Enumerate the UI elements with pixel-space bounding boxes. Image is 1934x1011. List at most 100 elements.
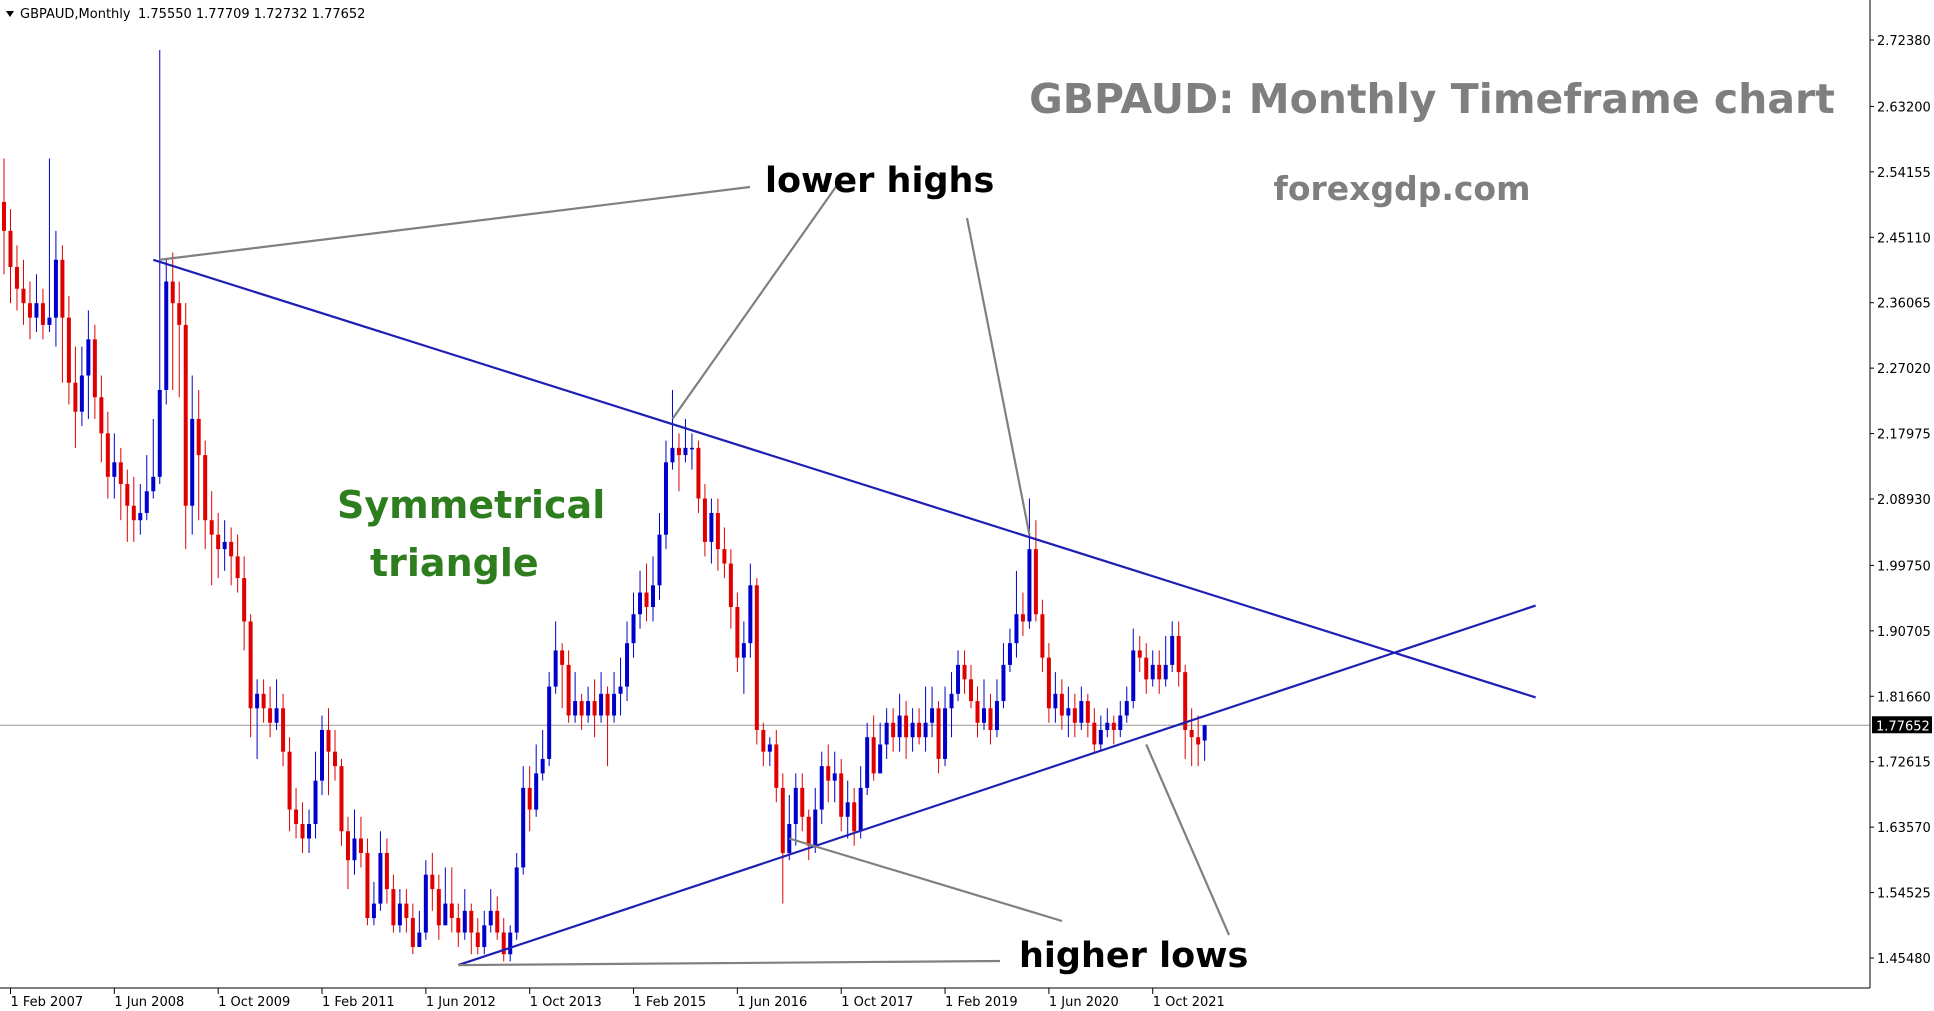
candle <box>105 411 110 499</box>
candle <box>118 447 123 521</box>
candle-body <box>573 701 578 716</box>
x-tick-label: 1 Oct 2017 <box>841 995 913 1010</box>
candle-body <box>449 903 454 919</box>
candle-body <box>715 512 720 550</box>
candle <box>2 158 6 275</box>
candle <box>1118 701 1123 738</box>
candle <box>813 787 818 853</box>
collapse-triangle-icon[interactable] <box>6 11 14 17</box>
candle-body <box>60 259 65 318</box>
candle-body <box>826 766 831 781</box>
x-tick-label: 1 Jun 2020 <box>1049 995 1119 1010</box>
candle-body <box>1124 701 1129 716</box>
candle <box>657 512 662 600</box>
candle-body <box>410 918 415 948</box>
candle <box>1085 693 1090 738</box>
candle <box>274 679 279 730</box>
candle-body <box>1014 614 1019 644</box>
candle-body <box>404 903 409 919</box>
candle-body <box>482 925 487 948</box>
candle-body <box>819 766 824 810</box>
candle <box>86 310 91 419</box>
candle <box>1079 686 1084 730</box>
candle-body <box>268 708 273 723</box>
candle <box>1040 599 1045 673</box>
candle <box>735 592 740 673</box>
x-tick-label: 1 Jun 2016 <box>737 995 807 1010</box>
candle <box>975 686 980 738</box>
candle-body <box>858 787 863 832</box>
candle <box>196 389 201 521</box>
candle-body <box>1001 664 1006 702</box>
chart-subtitle: forexgdp.com <box>1274 169 1531 208</box>
annotation-lower-highs: lower highs <box>765 161 994 201</box>
candle-body <box>605 693 610 716</box>
candle-body <box>352 838 357 861</box>
candle-body <box>358 838 363 853</box>
candle-body <box>813 809 818 846</box>
candle <box>936 701 941 774</box>
candle <box>878 722 883 774</box>
candle <box>651 556 655 622</box>
candle <box>605 686 610 767</box>
candle <box>1072 693 1077 738</box>
candle <box>1176 621 1181 687</box>
candle <box>462 889 467 940</box>
candle-body <box>345 831 350 861</box>
candle-body <box>651 585 655 608</box>
candle-body <box>741 643 746 658</box>
annotation-pointers-group <box>159 180 1231 967</box>
current-price-tag: 1.77652 <box>1872 716 1932 734</box>
candle <box>1027 498 1032 629</box>
candle <box>1033 520 1038 622</box>
candle-body <box>274 708 279 723</box>
annotation-pointer <box>458 959 1001 967</box>
candle <box>482 910 487 955</box>
candle <box>839 758 844 832</box>
candle-body <box>190 418 195 506</box>
x-tick-labels-group: 1 Feb 2007 1 Jun 2008 1 Oct 2009 1 Feb 2011… <box>9 988 1225 1010</box>
candle-body <box>384 852 389 890</box>
x-tick-label: 1 Feb 2015 <box>634 995 707 1010</box>
candle-body <box>14 267 19 289</box>
candle-body <box>1150 664 1155 680</box>
candle-body <box>1079 701 1084 723</box>
candle <box>1007 628 1012 673</box>
candle-body <box>222 541 227 550</box>
candle <box>235 534 240 593</box>
candle <box>845 780 850 839</box>
annotation-pattern-line2: triangle <box>370 541 539 585</box>
candle <box>612 672 617 723</box>
candle <box>508 925 513 962</box>
candle-body <box>27 303 32 318</box>
candle <box>793 773 798 846</box>
candle-body <box>1111 722 1116 730</box>
candle-body <box>754 585 759 730</box>
candle-body <box>326 729 331 752</box>
candle-body <box>689 447 694 450</box>
candle-body <box>391 889 396 926</box>
candle <box>923 686 928 752</box>
candle-body <box>1033 549 1038 615</box>
candle-body <box>638 592 643 615</box>
candle <box>177 281 182 398</box>
candle-body <box>663 462 668 535</box>
candle <box>404 889 409 933</box>
trendline-support[interactable] <box>457 604 1536 967</box>
candle-body <box>566 664 571 716</box>
candle-body <box>1085 701 1090 723</box>
candle <box>170 252 175 390</box>
candle-body <box>21 288 26 304</box>
candle <box>884 708 889 759</box>
trendline-resistance[interactable] <box>152 258 1536 699</box>
candle <box>313 751 318 839</box>
candle-body <box>1202 725 1207 741</box>
candle-body <box>930 708 935 723</box>
axes-group <box>0 0 1871 989</box>
candle <box>1131 628 1136 709</box>
candle-body <box>248 621 253 709</box>
candle <box>904 701 909 759</box>
candle-body <box>975 701 980 723</box>
candle <box>891 708 896 752</box>
